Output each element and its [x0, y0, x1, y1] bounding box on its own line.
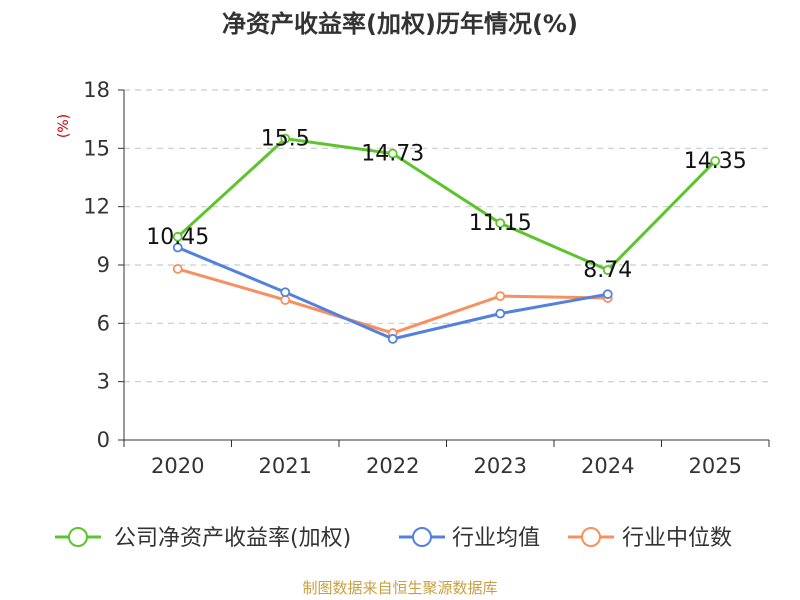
x-tick-label-2022: 2022 — [366, 454, 419, 478]
data-label-2022: 14.73 — [361, 142, 424, 167]
legend-label-2: 行业中位数 — [622, 526, 732, 551]
data-label-2020: 10.45 — [146, 225, 209, 250]
y-tick-label-9: 9 — [97, 253, 110, 277]
x-tick-label-2020: 2020 — [151, 454, 204, 478]
data-point-0-2024 — [602, 265, 613, 275]
data-label-2025: 14.35 — [684, 149, 747, 174]
x-tick-label-2021: 2021 — [259, 454, 312, 478]
data-label-2024: 8.74 — [583, 258, 632, 283]
data-point-0-2025 — [710, 156, 721, 166]
data-label-2021: 15.5 — [261, 127, 310, 152]
legend-marker-0 — [68, 527, 88, 547]
series-line-1 — [177, 246, 609, 341]
x-tick-label-2023: 2023 — [474, 454, 527, 478]
y-tick-label-6: 6 — [97, 311, 110, 335]
y-axis-unit-label: (%) — [56, 114, 72, 138]
data-point-0-2022 — [387, 148, 398, 159]
data-point-0-2020 — [172, 231, 183, 242]
data-point-1-2020 — [172, 242, 183, 253]
legend-label-1: 行业均值 — [452, 526, 540, 551]
data-point-2-2020 — [172, 263, 183, 274]
y-tick-label-15: 15 — [83, 136, 110, 160]
data-point-1-2022 — [387, 333, 398, 344]
y-tick-label-3: 3 — [97, 370, 110, 394]
legend-item-1: 行业均值 — [399, 526, 540, 551]
series-line-0 — [176, 137, 717, 272]
chart-title: 净资产收益率(加权)历年情况(%) — [222, 10, 578, 38]
legend-marker-1 — [412, 527, 432, 547]
data-point-1-2024 — [602, 289, 613, 300]
source-footnote: 制图数据来自恒生聚源数据库 — [302, 579, 498, 597]
data-point-2-2021 — [280, 295, 291, 305]
data-point-1-2023 — [495, 308, 506, 319]
data-point-0-2021 — [280, 133, 291, 144]
legend-item-2: 行业中位数 — [568, 526, 732, 551]
legend-marker-2 — [581, 527, 601, 547]
data-point-1-2021 — [280, 287, 291, 298]
y-tick-label-18: 18 — [83, 78, 110, 102]
x-tick-label-2025: 2025 — [689, 454, 742, 478]
y-tick-label-12: 12 — [83, 195, 110, 219]
legend-item-0: 公司净资产收益率(加权) — [55, 526, 351, 551]
data-label-2023: 11.15 — [469, 211, 532, 236]
x-tick-label-2024: 2024 — [581, 454, 634, 478]
y-tick-label-0: 0 — [97, 428, 110, 452]
legend-label-0: 公司净资产收益率(加权) — [114, 526, 351, 551]
data-point-0-2023 — [495, 218, 506, 229]
data-point-2-2023 — [495, 291, 506, 302]
